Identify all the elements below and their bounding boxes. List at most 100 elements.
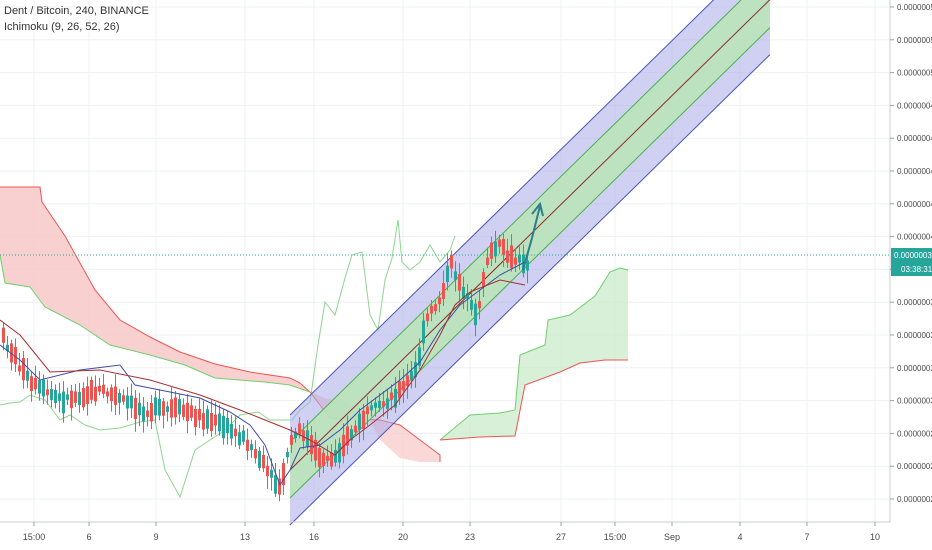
candle-body <box>490 242 493 259</box>
y-tick-label: 0.00000048 <box>897 101 932 110</box>
candle-body <box>22 358 25 381</box>
y-tick-label: 0.00000044 <box>897 167 932 176</box>
candle-body <box>218 413 221 432</box>
candle-body <box>238 432 241 446</box>
projection-arrow <box>522 205 541 271</box>
candle-body <box>466 293 469 299</box>
candle-body <box>470 300 473 310</box>
candle-body <box>38 380 41 394</box>
candle-body <box>146 410 149 417</box>
candle-body <box>358 413 361 430</box>
y-tick-label: 0.00000040 <box>897 233 932 242</box>
channel-inner-upper-line <box>289 0 742 443</box>
candle-body <box>442 283 445 299</box>
candle-body <box>18 365 21 372</box>
candle-body <box>122 395 125 402</box>
y-tick-label: 0.00000050 <box>897 69 932 78</box>
x-tick-label: 15:00 <box>23 532 46 542</box>
x-tick-label: 4 <box>737 532 742 542</box>
candle-body <box>298 423 301 435</box>
candle-body <box>314 439 317 461</box>
candle-body <box>422 320 425 344</box>
candle-body <box>142 406 145 422</box>
candle-body <box>438 297 441 305</box>
candle-body <box>210 412 213 431</box>
candle-body <box>458 273 461 291</box>
y-tick-label: 0.00000026 <box>897 462 932 471</box>
candle-body <box>362 410 365 429</box>
candle-body <box>294 431 297 439</box>
candle-body <box>226 417 229 434</box>
y-tick-label: 0.00000054 <box>897 3 932 12</box>
candle-body <box>234 428 237 437</box>
candle-body <box>70 390 73 409</box>
candle-body <box>454 271 457 280</box>
candle-body <box>410 371 413 380</box>
candle-body <box>106 391 109 397</box>
candle-body <box>282 463 285 486</box>
candle-body <box>494 241 497 257</box>
countdown-tag <box>891 262 932 276</box>
y-tick-label: 0.00000046 <box>897 134 932 143</box>
candle-body <box>350 429 353 441</box>
channel-upper-line <box>289 0 715 416</box>
candle-body <box>406 375 409 386</box>
candle-body <box>262 454 265 469</box>
candle-body <box>50 389 53 400</box>
candle-body <box>166 406 169 412</box>
candle-body <box>26 370 29 381</box>
candle-body <box>278 478 281 495</box>
candle-body <box>62 391 65 414</box>
indicator-legend[interactable]: Ichimoku (9, 26, 52, 26) <box>4 21 120 33</box>
candle-body <box>222 415 225 439</box>
candle-body <box>206 409 209 429</box>
candle-body <box>386 398 389 409</box>
candle-body <box>418 347 421 366</box>
candle-body <box>366 406 369 415</box>
channel-lower-line <box>289 54 771 526</box>
candle-body <box>322 452 325 466</box>
senkou-span-b-left <box>0 186 311 393</box>
x-tick-label: 16 <box>309 532 319 542</box>
candle-body <box>462 286 465 300</box>
channel-mid-line <box>289 0 771 471</box>
candle-body <box>426 313 429 322</box>
candle-body <box>382 401 385 407</box>
candle-body <box>434 304 437 312</box>
cloud-bearish <box>0 187 310 392</box>
candle-body <box>2 327 5 343</box>
candle-body <box>526 260 529 271</box>
x-tick-label: 7 <box>804 532 809 542</box>
candle-body <box>326 455 329 461</box>
candle-body <box>270 469 273 478</box>
candle-body <box>502 238 505 255</box>
candle-body <box>266 465 269 477</box>
cloud-bullish <box>440 268 628 440</box>
base-line <box>0 279 526 456</box>
y-tick-label: 0.00000028 <box>897 429 932 438</box>
candle-body <box>486 257 489 265</box>
candle-body <box>14 347 17 365</box>
candle-body <box>10 343 13 363</box>
senkou-span-a-right <box>439 267 629 441</box>
senkou-span-b-right <box>439 359 628 441</box>
candle-body <box>178 399 181 415</box>
candle-body <box>214 414 217 426</box>
candle-body <box>198 408 201 421</box>
arrow-head <box>531 201 544 217</box>
candle-body <box>54 389 57 404</box>
candle-body <box>74 391 77 403</box>
candle-body <box>90 379 93 400</box>
x-tick-label: 27 <box>556 532 566 542</box>
candle-body <box>118 392 121 403</box>
y-tick-label: 0.00000052 <box>897 36 932 45</box>
candle-body <box>514 257 517 265</box>
candle-body <box>246 439 249 451</box>
candle-body <box>162 401 165 416</box>
symbol-title[interactable]: Dent / Bitcoin, 240, BINANCE <box>4 5 149 17</box>
candle-body <box>286 452 289 458</box>
candle-body <box>158 398 161 416</box>
candle-body <box>354 425 357 433</box>
